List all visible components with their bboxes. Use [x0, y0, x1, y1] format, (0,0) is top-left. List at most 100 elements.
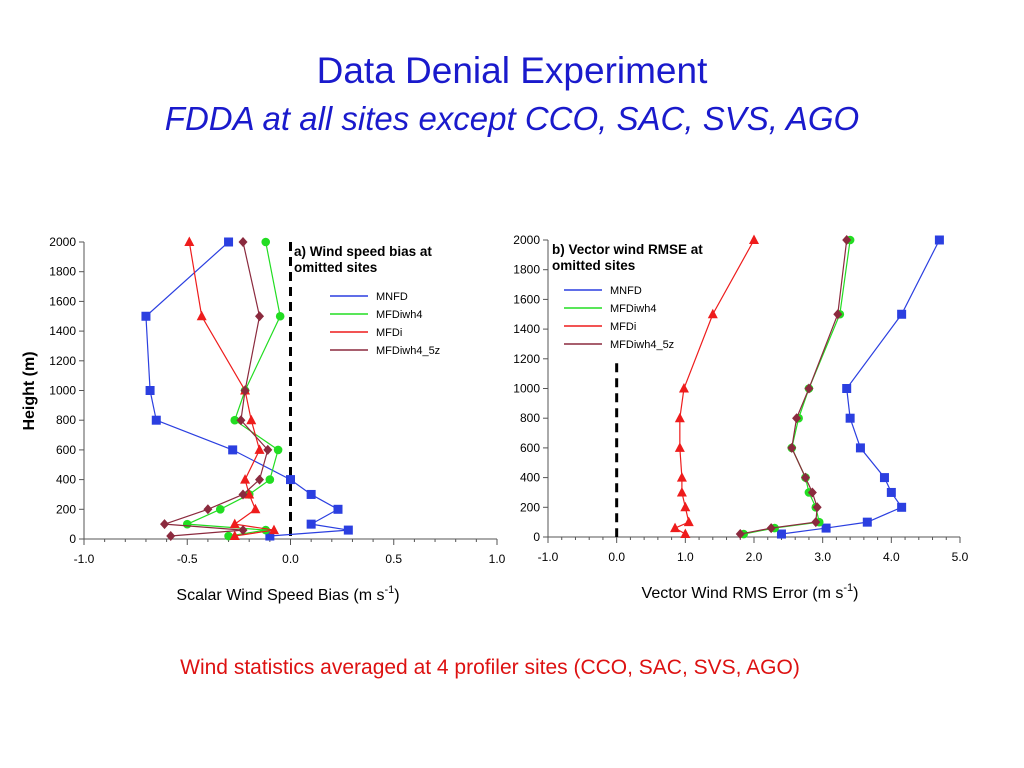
data-point-MNFD: [855, 443, 865, 453]
data-point-MNFD: [151, 415, 161, 425]
data-point-MFDi: [674, 442, 685, 452]
data-point-MFDiwh4: [265, 475, 275, 484]
series-line-MFDiwh4: [743, 239, 851, 535]
x-tick-label: 1.0: [677, 550, 694, 564]
legend-label: MNFD: [376, 291, 408, 303]
data-point-MFDiwh4_5z: [833, 309, 843, 320]
caption: Wind statistics averaged at 4 profiler s…: [180, 656, 800, 679]
y-tick-label: 1400: [513, 322, 540, 336]
data-point-MFDi: [678, 383, 689, 393]
data-point-MNFD: [333, 504, 343, 514]
page-subtitle: FDDA at all sites except CCO, SAC, SVS, …: [164, 100, 860, 137]
x-tick-label: 4.0: [883, 550, 900, 564]
data-point-MFDiwh4: [230, 415, 240, 425]
y-tick-label: 2000: [513, 233, 540, 247]
x-axis-label-text: Vector Wind RMS Error (m s: [642, 585, 844, 602]
data-point-MNFD: [897, 309, 907, 319]
y-tick-label: 200: [56, 502, 76, 516]
data-point-MFDiwh4_5z: [811, 517, 821, 528]
data-point-MFDi: [268, 524, 279, 535]
data-point-MFDi: [670, 522, 681, 533]
x-tick-label: 3.0: [814, 550, 831, 564]
x-tick-label: 5.0: [952, 550, 969, 564]
series-line-MFDi: [188, 241, 275, 537]
data-point-MFDiwh4_5z: [255, 311, 265, 322]
y-tick-label: 200: [520, 500, 540, 514]
data-point-MFDiwh4_5z: [766, 523, 776, 534]
x-axis-label-text: Scalar Wind Speed Bias (m s: [176, 587, 384, 604]
data-point-MFDiwh4_5z: [263, 444, 273, 455]
data-point-MFDi: [229, 530, 240, 541]
y-axis-label: Height (m): [21, 351, 38, 430]
data-point-MNFD: [879, 473, 889, 483]
y-tick-label: 1800: [513, 263, 540, 277]
series-line-MFDiwh4: [187, 241, 281, 537]
y-tick-label: 600: [56, 443, 76, 457]
data-point-MNFD: [842, 384, 852, 393]
chart-wind-speed-bias: 0 200 400 600 800 1000 1200 1400 1600 1800 2000 -1.…: [21, 235, 506, 604]
data-point-MFDiwh4_5z: [807, 487, 817, 498]
data-point-MFDi: [676, 472, 687, 482]
data-point-MNFD: [886, 487, 896, 497]
data-point-MNFD: [897, 502, 907, 512]
x-tick-label: 0.0: [282, 552, 299, 566]
y-tick-label: 1800: [49, 265, 76, 279]
x-tick-label: 1.0: [489, 552, 506, 566]
legend-label: MFDi: [376, 327, 402, 339]
y-tick-label: 800: [56, 413, 76, 427]
x-tick-label: 2.0: [746, 550, 763, 564]
data-point-MFDiwh4: [273, 445, 283, 455]
chart-annotation: b) Vector wind RMSE at: [552, 242, 703, 257]
data-point-MNFD: [145, 386, 155, 395]
data-point-MFDi: [680, 501, 691, 512]
data-point-MFDi: [676, 486, 687, 497]
chart-annotation: omitted sites: [552, 258, 635, 273]
x-axis-label-close: ): [394, 587, 399, 604]
y-tick-label: 0: [533, 530, 540, 544]
data-point-MFDiwh4_5z: [812, 502, 822, 513]
data-point-MFDiwh4: [182, 519, 192, 529]
y-tick-label: 0: [69, 532, 76, 546]
data-point-MNFD: [934, 235, 944, 245]
data-point-MFDi: [196, 310, 207, 321]
x-tick-label: -1.0: [74, 552, 95, 566]
data-point-MFDi: [184, 236, 195, 246]
data-point-MNFD: [845, 413, 855, 423]
y-tick-label: 1000: [513, 382, 540, 396]
data-point-MNFD: [343, 525, 353, 535]
y-tick-label: 1200: [513, 352, 540, 366]
data-point-MFDiwh4: [275, 311, 285, 321]
y-tick-label: 1200: [49, 354, 76, 368]
legend-label: MFDiwh4: [376, 309, 422, 321]
data-point-MFDi: [244, 488, 255, 499]
x-axis-label: Scalar Wind Speed Bias (m s-1): [176, 584, 399, 604]
data-point-MFDiwh4_5z: [255, 474, 265, 485]
y-tick-label: 2000: [49, 235, 76, 249]
x-axis-label-close: ): [853, 585, 858, 602]
y-tick-label: 600: [520, 441, 540, 455]
data-point-MFDi: [229, 518, 240, 529]
legend-label: MFDi: [610, 321, 636, 333]
data-point-MFDiwh4_5z: [203, 504, 213, 515]
legend-label: MFDiwh4_5z: [610, 339, 674, 351]
data-point-MFDi: [749, 234, 759, 244]
x-axis-label: Vector Wind RMS Error (m s-1): [642, 582, 859, 602]
data-point-MFDi: [240, 474, 251, 484]
x-tick-label: -0.5: [177, 552, 198, 566]
data-point-MFDiwh4: [261, 237, 271, 247]
data-point-MFDiwh4_5z: [238, 525, 248, 536]
data-point-MFDiwh4_5z: [735, 529, 745, 540]
x-axis-label-sup: -1: [384, 584, 394, 596]
data-point-MNFD: [306, 489, 316, 499]
y-tick-label: 1000: [49, 384, 76, 398]
data-point-MFDiwh4_5z: [842, 235, 852, 245]
data-point-MFDiwh4_5z: [787, 442, 797, 453]
legend-label: MFDiwh4_5z: [376, 345, 440, 357]
data-point-MFDi: [246, 414, 257, 425]
data-point-MNFD: [141, 311, 151, 321]
series-line-MFDiwh4_5z: [740, 239, 848, 535]
x-tick-label: 0.5: [385, 552, 402, 566]
legend-label: MFDiwh4: [610, 303, 656, 315]
data-point-MFDi: [680, 528, 691, 539]
